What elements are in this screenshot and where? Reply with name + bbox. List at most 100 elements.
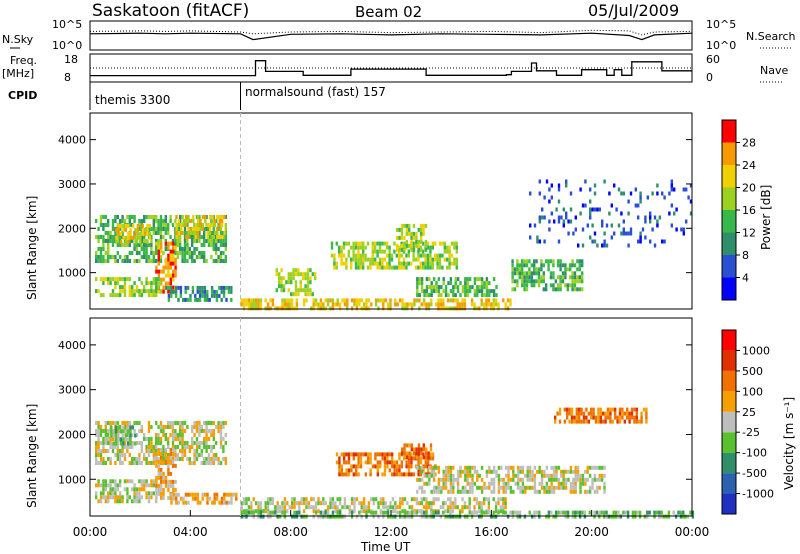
velocity-cell	[591, 481, 594, 486]
velocity-colorbar-swatch	[722, 391, 736, 412]
velocity-cell	[410, 460, 413, 465]
power-cell	[172, 253, 175, 258]
velocity-cell	[393, 472, 396, 477]
velocity-cell	[488, 465, 491, 470]
velocity-cell	[593, 465, 597, 470]
power-cell	[283, 298, 287, 303]
velocity-cell	[138, 429, 141, 433]
velocity-cell	[616, 419, 619, 424]
velocity-cell	[410, 472, 413, 477]
velocity-cell	[250, 505, 253, 510]
velocity-cell	[164, 475, 168, 480]
velocity-cell	[401, 451, 404, 456]
power-cell	[97, 259, 100, 263]
velocity-cell	[461, 505, 464, 510]
power-cell	[422, 261, 425, 266]
velocity-cell	[295, 510, 299, 515]
velocity-cell	[343, 501, 347, 506]
velocity-cell	[150, 445, 153, 449]
power-cell	[122, 227, 125, 232]
power-cell	[340, 253, 343, 258]
power-cell	[420, 247, 423, 252]
velocity-cell	[133, 429, 136, 433]
velocity-cell	[147, 495, 151, 500]
power-cell	[264, 306, 267, 311]
power-cell	[513, 287, 517, 292]
velocity-cell	[528, 485, 532, 490]
power-cell	[383, 257, 386, 262]
velocity-cell	[126, 495, 129, 500]
velocity-cell	[310, 497, 313, 502]
velocity-cell	[614, 415, 617, 420]
velocity-cell	[480, 505, 483, 510]
velocity-cell	[524, 489, 527, 494]
power-cell	[389, 298, 392, 303]
velocity-cell	[170, 496, 173, 501]
power-cell	[403, 302, 407, 307]
velocity-cell	[369, 456, 372, 461]
power-cell	[169, 241, 172, 246]
power-cell	[446, 265, 449, 270]
power-cell	[382, 298, 385, 303]
power-cell	[150, 227, 153, 231]
velocity-cell	[519, 477, 522, 482]
velocity-cell	[655, 510, 659, 515]
power-cell	[506, 298, 510, 303]
velocity-cell	[200, 441, 203, 445]
velocity-cell	[405, 451, 409, 456]
power-cell	[160, 241, 163, 246]
power-cell	[400, 261, 403, 266]
power-cell	[140, 293, 143, 298]
velocity-cell	[478, 505, 481, 510]
power-cell	[152, 293, 155, 298]
velocity-cell	[488, 485, 491, 490]
velocity-cell	[169, 459, 172, 464]
velocity-cell	[114, 453, 117, 457]
power-cell	[521, 263, 524, 268]
velocity-cell	[573, 415, 576, 420]
beam-title: Beam 02	[355, 3, 422, 21]
velocity-cell	[514, 510, 517, 515]
velocity-cell	[164, 483, 168, 488]
velocity-cell	[480, 510, 483, 515]
power-cell	[155, 227, 158, 231]
freq-panel: Freq. [MHz] 18 8 60 0 Nave	[2, 53, 788, 84]
velocity-cell	[123, 487, 127, 492]
power-cell	[222, 243, 225, 247]
velocity-cell	[269, 514, 272, 519]
velocity-cell	[511, 514, 515, 519]
power-cell	[314, 276, 317, 281]
power-cell	[428, 285, 431, 290]
power-cell	[533, 259, 536, 264]
velocity-cell	[548, 485, 551, 490]
power-cell	[431, 265, 434, 270]
velocity-cell	[102, 495, 105, 500]
velocity-cell	[665, 514, 668, 519]
power-cell	[427, 302, 431, 307]
velocity-cell	[437, 489, 441, 494]
power-cell	[169, 235, 172, 239]
power-cell	[497, 302, 500, 307]
velocity-cell	[408, 510, 411, 515]
velocity-cell	[213, 492, 216, 497]
velocity-cell	[252, 510, 255, 515]
velocity-cell	[428, 481, 431, 486]
velocity-cell	[500, 465, 503, 470]
velocity-cell	[334, 514, 337, 519]
velocity-cell	[521, 477, 525, 482]
power-cell	[102, 235, 105, 239]
power-cell	[109, 293, 112, 298]
power-cell	[181, 215, 184, 219]
power-cell	[322, 306, 325, 311]
power-cell	[542, 263, 545, 268]
velocity-cell	[329, 514, 332, 519]
velocity-cell	[171, 437, 175, 441]
power-cell	[115, 227, 118, 232]
velocity-cell	[155, 475, 158, 480]
power-cell	[131, 285, 134, 290]
power-cell	[281, 306, 284, 311]
power-cell	[420, 235, 423, 240]
power-cell	[439, 306, 443, 311]
velocity-cell	[587, 411, 590, 416]
power-cell	[212, 235, 215, 239]
